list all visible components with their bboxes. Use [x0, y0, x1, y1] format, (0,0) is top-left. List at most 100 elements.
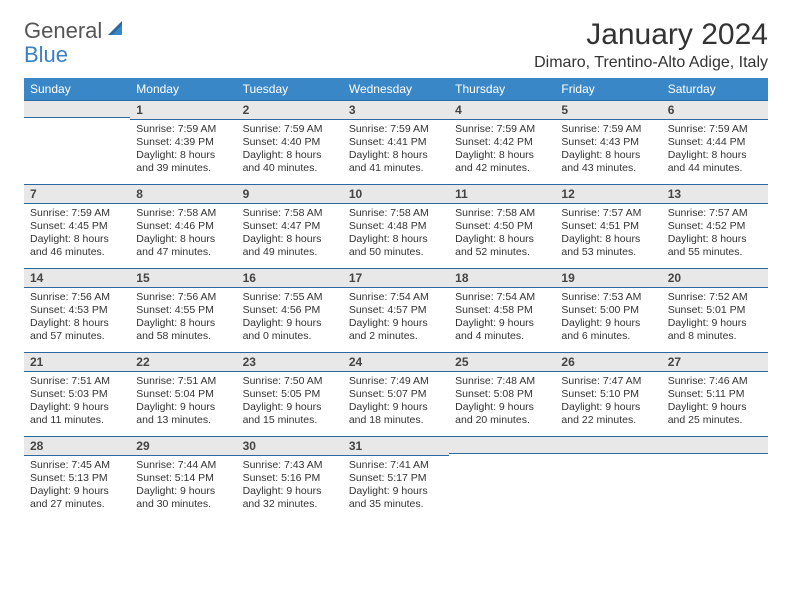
- day-number: 5: [555, 100, 661, 120]
- day-number: 3: [343, 100, 449, 120]
- cell-body: Sunrise: 7:52 AMSunset: 5:01 PMDaylight:…: [662, 288, 768, 348]
- sunset-text: Sunset: 5:17 PM: [349, 472, 443, 485]
- daylight-text-1: Daylight: 9 hours: [30, 485, 124, 498]
- cell-body: Sunrise: 7:59 AMSunset: 4:39 PMDaylight:…: [130, 120, 236, 180]
- calendar-cell: 25Sunrise: 7:48 AMSunset: 5:08 PMDayligh…: [449, 352, 555, 436]
- sunrise-text: Sunrise: 7:45 AM: [30, 459, 124, 472]
- daylight-text-2: and 8 minutes.: [668, 330, 762, 343]
- sunrise-text: Sunrise: 7:47 AM: [561, 375, 655, 388]
- day-number: 4: [449, 100, 555, 120]
- sunrise-text: Sunrise: 7:56 AM: [30, 291, 124, 304]
- cell-body: Sunrise: 7:59 AMSunset: 4:43 PMDaylight:…: [555, 120, 661, 180]
- day-number: 9: [237, 184, 343, 204]
- daylight-text-2: and 18 minutes.: [349, 414, 443, 427]
- sunrise-text: Sunrise: 7:55 AM: [243, 291, 337, 304]
- daylight-text-1: Daylight: 8 hours: [455, 149, 549, 162]
- sunrise-text: Sunrise: 7:49 AM: [349, 375, 443, 388]
- daylight-text-2: and 27 minutes.: [30, 498, 124, 511]
- calendar-cell: 15Sunrise: 7:56 AMSunset: 4:55 PMDayligh…: [130, 268, 236, 352]
- cell-body: Sunrise: 7:58 AMSunset: 4:50 PMDaylight:…: [449, 204, 555, 264]
- calendar-cell: 11Sunrise: 7:58 AMSunset: 4:50 PMDayligh…: [449, 184, 555, 268]
- sunset-text: Sunset: 5:14 PM: [136, 472, 230, 485]
- cell-body: Sunrise: 7:47 AMSunset: 5:10 PMDaylight:…: [555, 372, 661, 432]
- day-number: 20: [662, 268, 768, 288]
- cell-body: Sunrise: 7:59 AMSunset: 4:42 PMDaylight:…: [449, 120, 555, 180]
- daylight-text-1: Daylight: 9 hours: [455, 401, 549, 414]
- day-header: Monday: [130, 78, 236, 100]
- sunset-text: Sunset: 4:51 PM: [561, 220, 655, 233]
- day-number: 26: [555, 352, 661, 372]
- sunrise-text: Sunrise: 7:53 AM: [561, 291, 655, 304]
- day-number: 13: [662, 184, 768, 204]
- cell-body: Sunrise: 7:46 AMSunset: 5:11 PMDaylight:…: [662, 372, 768, 432]
- daylight-text-1: Daylight: 9 hours: [349, 401, 443, 414]
- sunrise-text: Sunrise: 7:59 AM: [136, 123, 230, 136]
- day-number: 27: [662, 352, 768, 372]
- calendar-cell: 21Sunrise: 7:51 AMSunset: 5:03 PMDayligh…: [24, 352, 130, 436]
- daylight-text-2: and 49 minutes.: [243, 246, 337, 259]
- daylight-text-1: Daylight: 9 hours: [668, 317, 762, 330]
- calendar-cell: 13Sunrise: 7:57 AMSunset: 4:52 PMDayligh…: [662, 184, 768, 268]
- day-number: 28: [24, 436, 130, 456]
- cell-body: Sunrise: 7:44 AMSunset: 5:14 PMDaylight:…: [130, 456, 236, 516]
- sunset-text: Sunset: 5:05 PM: [243, 388, 337, 401]
- sunset-text: Sunset: 5:16 PM: [243, 472, 337, 485]
- sunset-text: Sunset: 5:13 PM: [30, 472, 124, 485]
- calendar-cell: [24, 100, 130, 184]
- day-number: 30: [237, 436, 343, 456]
- daylight-text-1: Daylight: 8 hours: [136, 317, 230, 330]
- daylight-text-2: and 50 minutes.: [349, 246, 443, 259]
- sunset-text: Sunset: 4:58 PM: [455, 304, 549, 317]
- day-number: [24, 100, 130, 118]
- calendar-cell: 24 Sunrise: 7:49 AMSunset: 5:07 PMDayligh…: [343, 352, 449, 436]
- sunset-text: Sunset: 5:04 PM: [136, 388, 230, 401]
- cell-body: Sunrise: 7:51 AMSunset: 5:03 PMDaylight:…: [24, 372, 130, 432]
- sunrise-text: Sunrise: 7:58 AM: [455, 207, 549, 220]
- sunset-text: Sunset: 4:57 PM: [349, 304, 443, 317]
- location: Dimaro, Trentino-Alto Adige, Italy: [534, 54, 768, 72]
- day-number: [662, 436, 768, 454]
- calendar-cell: [555, 436, 661, 520]
- sunrise-text: Sunrise: 7:52 AM: [668, 291, 762, 304]
- daylight-text-1: Daylight: 8 hours: [243, 149, 337, 162]
- calendar-cell: 29Sunrise: 7:44 AMSunset: 5:14 PMDayligh…: [130, 436, 236, 520]
- daylight-text-2: and 4 minutes.: [455, 330, 549, 343]
- daylight-text-1: Daylight: 8 hours: [136, 149, 230, 162]
- daylight-text-2: and 35 minutes.: [349, 498, 443, 511]
- sunset-text: Sunset: 5:07 PM: [349, 388, 443, 401]
- calendar-cell: 16Sunrise: 7:55 AMSunset: 4:56 PMDayligh…: [237, 268, 343, 352]
- daylight-text-2: and 44 minutes.: [668, 162, 762, 175]
- daylight-text-1: Daylight: 9 hours: [349, 485, 443, 498]
- sunrise-text: Sunrise: 7:46 AM: [668, 375, 762, 388]
- day-header: Sunday: [24, 78, 130, 100]
- sunset-text: Sunset: 4:44 PM: [668, 136, 762, 149]
- cell-body: Sunrise: 7:56 AMSunset: 4:55 PMDaylight:…: [130, 288, 236, 348]
- day-header: Saturday: [662, 78, 768, 100]
- sunset-text: Sunset: 4:52 PM: [668, 220, 762, 233]
- day-number: 24: [343, 352, 449, 372]
- day-number: 15: [130, 268, 236, 288]
- daylight-text-2: and 55 minutes.: [668, 246, 762, 259]
- daylight-text-2: and 47 minutes.: [136, 246, 230, 259]
- sunrise-text: Sunrise: 7:54 AM: [349, 291, 443, 304]
- daylight-text-1: Daylight: 8 hours: [455, 233, 549, 246]
- cell-body: Sunrise: 7:41 AMSunset: 5:17 PMDaylight:…: [343, 456, 449, 516]
- day-number: 11: [449, 184, 555, 204]
- sunset-text: Sunset: 4:42 PM: [455, 136, 549, 149]
- sunrise-text: Sunrise: 7:59 AM: [349, 123, 443, 136]
- calendar-cell: 22Sunrise: 7:51 AMSunset: 5:04 PMDayligh…: [130, 352, 236, 436]
- calendar-cell: [449, 436, 555, 520]
- cell-body: Sunrise: 7:58 AMSunset: 4:46 PMDaylight:…: [130, 204, 236, 264]
- daylight-text-1: Daylight: 8 hours: [561, 233, 655, 246]
- sunrise-text: Sunrise: 7:48 AM: [455, 375, 549, 388]
- daylight-text-1: Daylight: 8 hours: [349, 233, 443, 246]
- sunset-text: Sunset: 5:03 PM: [30, 388, 124, 401]
- cell-body: Sunrise: 7:59 AMSunset: 4:40 PMDaylight:…: [237, 120, 343, 180]
- sunset-text: Sunset: 4:46 PM: [136, 220, 230, 233]
- cell-body: Sunrise: 7:58 AMSunset: 4:48 PMDaylight:…: [343, 204, 449, 264]
- daylight-text-2: and 22 minutes.: [561, 414, 655, 427]
- cell-body: Sunrise: 7:55 AMSunset: 4:56 PMDaylight:…: [237, 288, 343, 348]
- daylight-text-1: Daylight: 8 hours: [561, 149, 655, 162]
- cell-body: Sunrise: 7:50 AMSunset: 5:05 PMDaylight:…: [237, 372, 343, 432]
- daylight-text-2: and 52 minutes.: [455, 246, 549, 259]
